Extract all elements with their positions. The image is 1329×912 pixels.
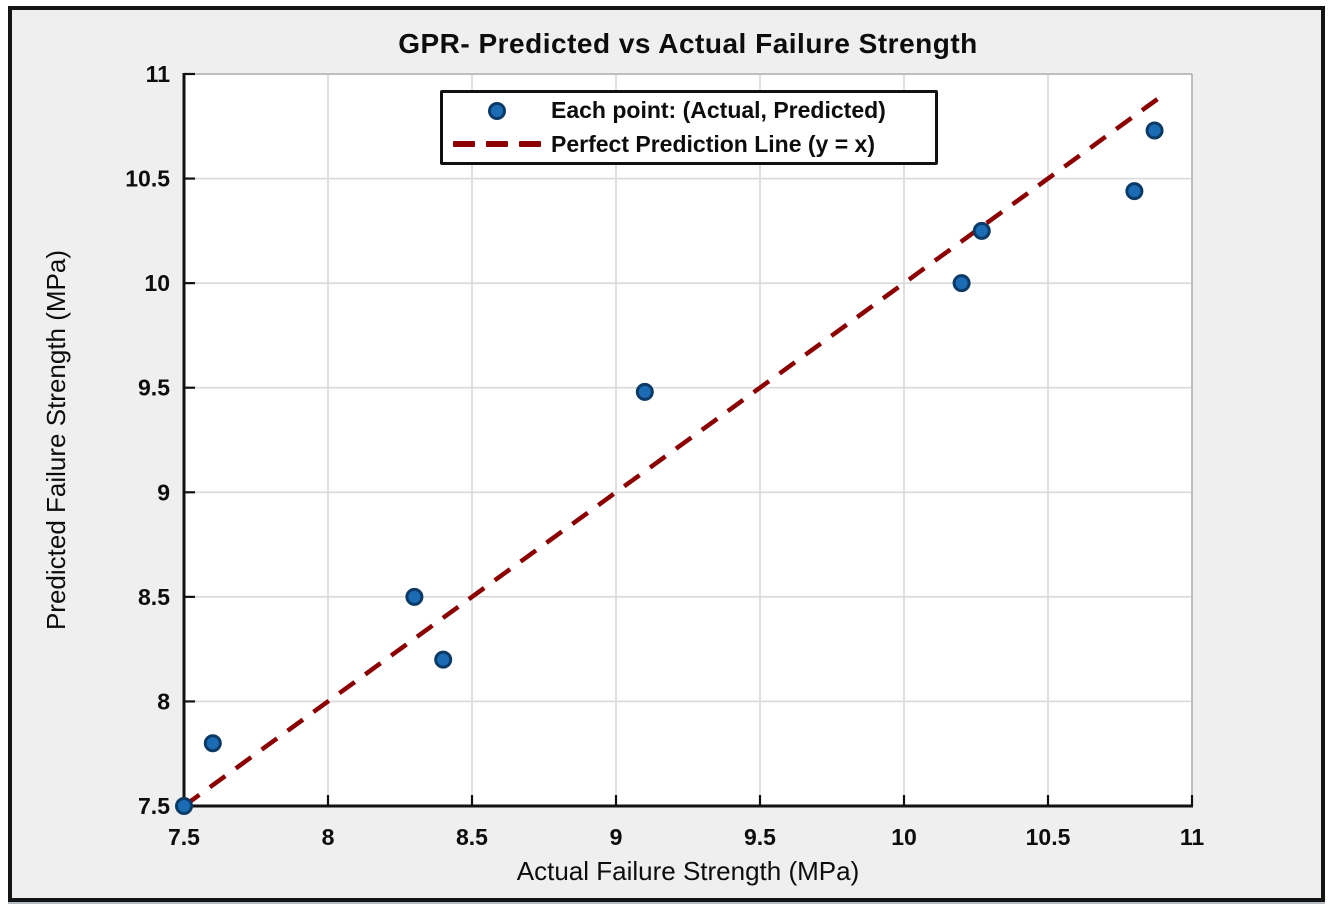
x-tick-label: 10.5 [1026, 824, 1071, 850]
y-tick-label: 9.5 [138, 375, 170, 401]
dashed-line-icon [453, 141, 475, 148]
x-tick-label: 7.5 [168, 824, 200, 850]
data-point [1145, 121, 1164, 140]
data-point [405, 587, 424, 606]
data-point [203, 734, 222, 753]
legend-label-points: Each point: (Actual, Predicted) [551, 97, 886, 124]
y-tick-label: 10.5 [125, 166, 170, 192]
x-tick-label: 11 [1180, 824, 1205, 850]
data-point [1125, 182, 1144, 201]
perfect-prediction-line [182, 93, 1165, 808]
y-tick-label: 8 [157, 688, 170, 714]
chart-title: GPR- Predicted vs Actual Failure Strengt… [398, 28, 978, 59]
y-tick-label: 10 [144, 270, 170, 296]
data-point [175, 797, 193, 815]
y-tick-label: 11 [146, 61, 171, 87]
legend-box: Each point: (Actual, Predicted) Perfect … [440, 90, 938, 165]
x-tick-label: 8.5 [456, 824, 488, 850]
legend-label-line: Perfect Prediction Line (y = x) [551, 130, 876, 157]
x-tick-label: 9.5 [744, 824, 776, 850]
legend-entry-line: Perfect Prediction Line (y = x) [443, 128, 935, 160]
data-point [434, 650, 453, 669]
data-point [952, 274, 971, 293]
y-tick-label: 7.5 [138, 793, 170, 819]
legend-entry-points: Each point: (Actual, Predicted) [443, 95, 935, 127]
data-point [972, 221, 991, 240]
y-axis-label: Predicted Failure Strength (MPa) [41, 249, 71, 631]
x-tick-label: 9 [610, 824, 623, 850]
x-tick-label: 8 [322, 824, 335, 850]
dashed-line-icon [519, 141, 541, 148]
y-tick-label: 8.5 [138, 584, 170, 610]
dashed-line-icon [486, 141, 508, 148]
x-tick-label: 10 [891, 824, 917, 850]
data-point [635, 382, 654, 401]
y-tick-label: 9 [157, 479, 170, 505]
x-axis-label: Actual Failure Strength (MPa) [516, 856, 860, 886]
scatter-marker-icon [488, 101, 506, 120]
